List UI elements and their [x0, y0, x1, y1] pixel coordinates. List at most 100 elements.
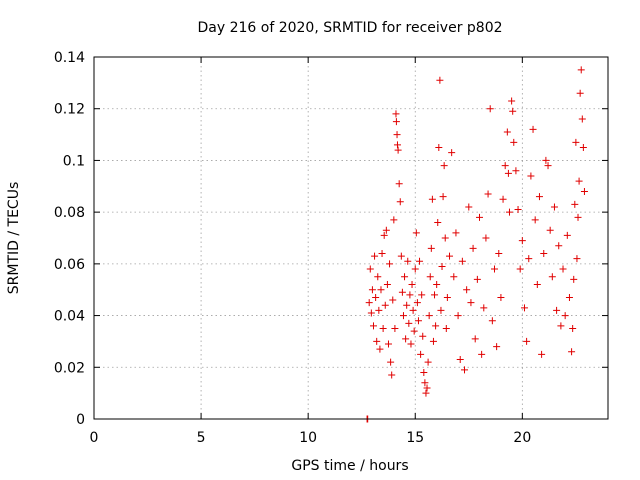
- data-point: [450, 273, 458, 281]
- data-point: [473, 275, 481, 283]
- data-point: [397, 252, 405, 260]
- data-point: [510, 138, 518, 146]
- data-point: [576, 89, 584, 97]
- data-point: [410, 327, 418, 335]
- data-point: [409, 306, 417, 314]
- data-point: [518, 237, 526, 245]
- data-point: [520, 304, 528, 312]
- data-point: [476, 213, 483, 221]
- data-point: [431, 291, 439, 299]
- data-point: [380, 231, 388, 239]
- data-point: [471, 335, 479, 343]
- data-point: [497, 293, 505, 301]
- data-point: [555, 242, 563, 250]
- data-point: [448, 149, 456, 157]
- data-point: [387, 358, 395, 366]
- x-axis-label: GPS time / hours: [291, 458, 408, 474]
- data-point: [538, 350, 546, 358]
- data-point: [568, 348, 576, 356]
- data-point: [452, 229, 460, 237]
- data-point: [525, 255, 533, 263]
- data-point: [550, 203, 558, 211]
- data-point: [434, 218, 442, 226]
- data-point: [516, 265, 524, 273]
- data-point: [523, 337, 531, 345]
- data-point: [482, 234, 490, 242]
- y-tick-label: 0: [76, 412, 85, 428]
- y-axis-label: SRMTID / TECUs: [6, 182, 22, 295]
- data-point: [384, 340, 392, 348]
- data-point: [443, 293, 451, 301]
- data-point: [438, 262, 446, 270]
- plot-frame: [93, 56, 609, 420]
- data-point: [402, 335, 410, 343]
- data-point: [437, 306, 445, 314]
- data-point: [573, 255, 581, 263]
- data-point: [546, 226, 554, 234]
- data-point: [563, 231, 571, 239]
- data-point: [542, 156, 550, 164]
- data-point: [369, 322, 377, 330]
- data-points: [363, 66, 588, 423]
- data-point: [579, 144, 587, 151]
- data-point: [439, 193, 447, 201]
- data-point: [378, 250, 386, 258]
- data-point: [469, 244, 477, 252]
- data-point: [381, 301, 389, 309]
- y-tick-label: 0.1: [63, 153, 85, 169]
- data-point: [392, 110, 400, 118]
- data-point: [553, 306, 561, 314]
- data-point: [561, 312, 569, 320]
- data-point: [505, 208, 513, 216]
- data-point: [514, 206, 522, 214]
- y-tick-label: 0.04: [54, 309, 85, 325]
- data-point: [420, 368, 428, 376]
- data-point: [508, 97, 516, 105]
- data-point: [512, 167, 520, 175]
- data-point: [376, 345, 384, 353]
- data-point: [368, 286, 376, 294]
- data-point: [531, 216, 539, 224]
- data-point: [393, 131, 401, 139]
- data-point: [488, 317, 496, 325]
- data-point: [463, 286, 471, 294]
- data-point: [578, 115, 586, 123]
- grid-lines: [94, 57, 608, 419]
- data-point: [365, 299, 373, 307]
- data-point: [461, 366, 469, 374]
- data-point: [393, 141, 401, 149]
- y-tick-label: 0.14: [54, 50, 85, 66]
- data-point: [454, 312, 462, 320]
- data-point: [504, 169, 512, 177]
- data-point: [577, 66, 585, 74]
- data-point: [411, 265, 419, 273]
- data-point: [527, 172, 535, 180]
- data-point: [394, 146, 402, 154]
- data-point: [501, 162, 509, 170]
- data-point: [544, 162, 552, 170]
- data-point: [391, 325, 399, 332]
- data-point: [421, 379, 429, 387]
- data-point: [580, 187, 588, 195]
- data-point: [406, 291, 414, 299]
- data-point: [426, 273, 434, 281]
- data-point: [418, 291, 426, 299]
- data-point: [390, 216, 398, 224]
- data-point: [467, 299, 475, 307]
- axis-ticks: 0 0.02 0.04 0.06 0.08 0.1 0.12 0.14 0 5 10 15 20: [54, 50, 608, 446]
- data-point: [503, 128, 511, 136]
- data-point: [436, 76, 444, 84]
- data-point: [413, 299, 421, 307]
- data-point: [408, 281, 416, 289]
- data-point: [414, 317, 422, 325]
- data-point: [529, 125, 537, 133]
- data-point: [379, 325, 387, 332]
- x-tick-label: 15: [406, 430, 424, 446]
- data-point: [374, 273, 382, 281]
- data-point: [559, 265, 567, 273]
- data-point: [565, 293, 573, 301]
- data-point: [377, 286, 385, 294]
- data-point: [419, 332, 427, 340]
- x-tick-label: 10: [299, 430, 317, 446]
